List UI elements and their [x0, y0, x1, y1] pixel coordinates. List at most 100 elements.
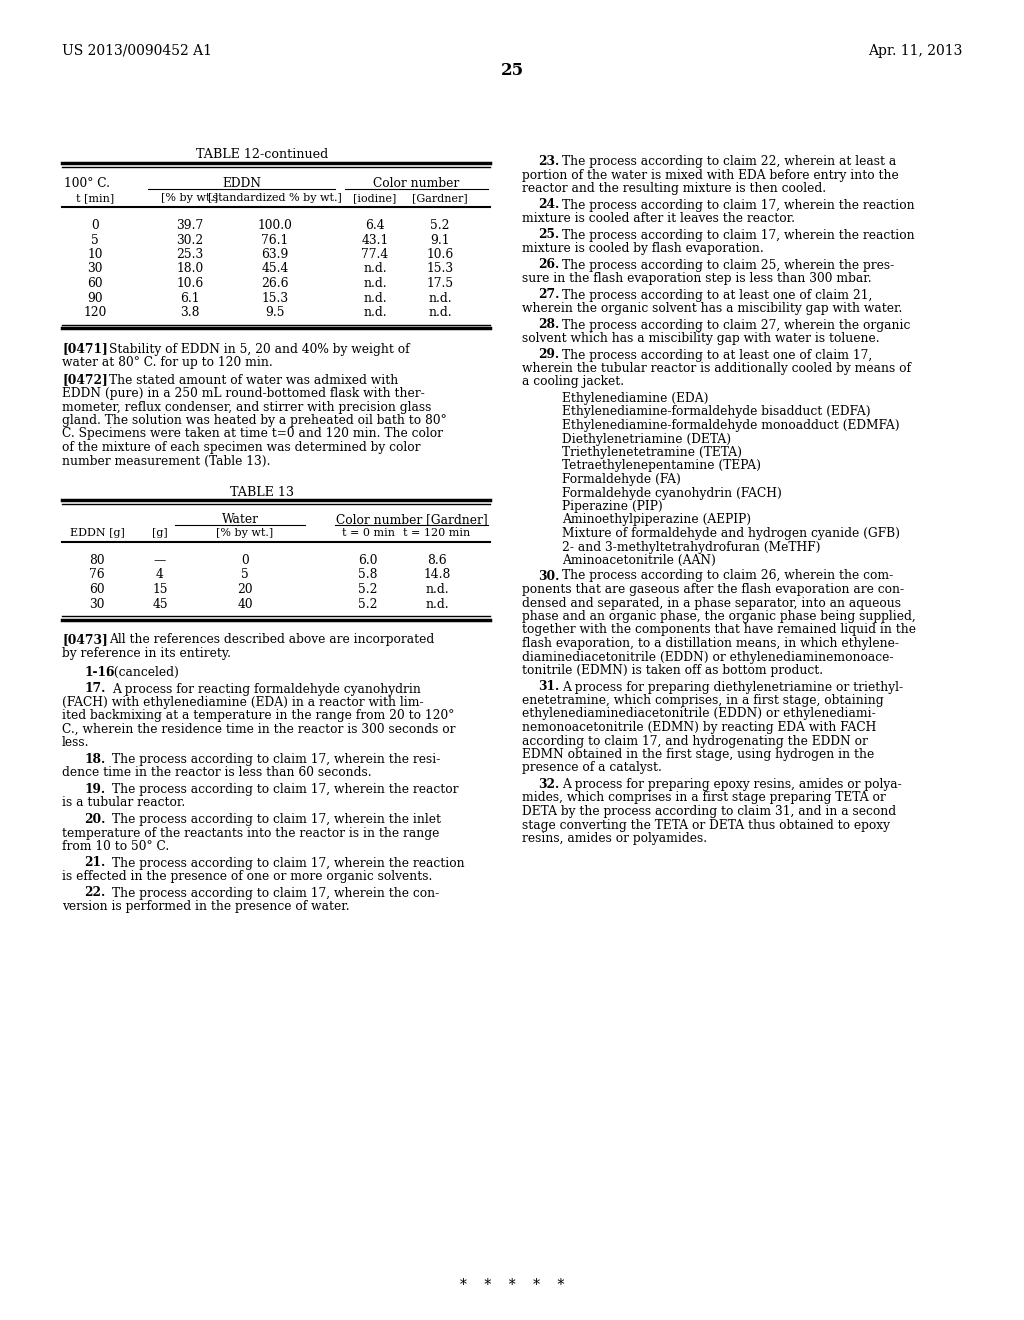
- Text: resins, amides or polyamides.: resins, amides or polyamides.: [522, 832, 708, 845]
- Text: 26.: 26.: [538, 259, 559, 272]
- Text: gland. The solution was heated by a preheated oil bath to 80°: gland. The solution was heated by a preh…: [62, 414, 446, 426]
- Text: 60: 60: [87, 277, 102, 290]
- Text: 1-16: 1-16: [84, 667, 115, 678]
- Text: [standardized % by wt.]: [standardized % by wt.]: [208, 193, 342, 203]
- Text: 32.: 32.: [538, 777, 559, 791]
- Text: t = 0 min: t = 0 min: [341, 528, 394, 539]
- Text: A process for preparing epoxy resins, amides or polya-: A process for preparing epoxy resins, am…: [562, 777, 902, 791]
- Text: 5: 5: [241, 569, 249, 582]
- Text: 43.1: 43.1: [361, 234, 389, 247]
- Text: Aminoacetonitrile (AAN): Aminoacetonitrile (AAN): [562, 554, 716, 568]
- Text: Mixture of formaldehyde and hydrogen cyanide (GFB): Mixture of formaldehyde and hydrogen cya…: [562, 527, 900, 540]
- Text: A process for reacting formaldehyde cyanohydrin: A process for reacting formaldehyde cyan…: [112, 682, 421, 696]
- Text: (FACH) with ethylenediamine (EDA) in a reactor with lim-: (FACH) with ethylenediamine (EDA) in a r…: [62, 696, 424, 709]
- Text: 6.1: 6.1: [180, 292, 200, 305]
- Text: Tetraethylenepentamine (TEPA): Tetraethylenepentamine (TEPA): [562, 459, 761, 473]
- Text: [% by wt.]: [% by wt.]: [216, 528, 273, 539]
- Text: Triethylenetetramine (TETA): Triethylenetetramine (TETA): [562, 446, 742, 459]
- Text: 10.6: 10.6: [176, 277, 204, 290]
- Text: 15: 15: [153, 583, 168, 597]
- Text: The process according to claim 27, wherein the organic: The process according to claim 27, where…: [562, 318, 910, 331]
- Text: 100.0: 100.0: [258, 219, 293, 232]
- Text: 5: 5: [91, 234, 99, 247]
- Text: 6.4: 6.4: [366, 219, 385, 232]
- Text: 60: 60: [89, 583, 104, 597]
- Text: phase and an organic phase, the organic phase being supplied,: phase and an organic phase, the organic …: [522, 610, 915, 623]
- Text: Piperazine (PIP): Piperazine (PIP): [562, 500, 663, 513]
- Text: presence of a catalyst.: presence of a catalyst.: [522, 762, 662, 775]
- Text: DETA by the process according to claim 31, and in a second: DETA by the process according to claim 3…: [522, 805, 896, 818]
- Text: 25: 25: [501, 62, 523, 79]
- Text: The process according to claim 22, wherein at least a: The process according to claim 22, where…: [562, 154, 896, 168]
- Text: 120: 120: [83, 306, 106, 319]
- Text: Ethylenediamine-formaldehyde monoadduct (EDMFA): Ethylenediamine-formaldehyde monoadduct …: [562, 418, 900, 432]
- Text: Color number [Gardner]: Color number [Gardner]: [336, 513, 487, 525]
- Text: The process according to claim 17, wherein the con-: The process according to claim 17, where…: [112, 887, 439, 899]
- Text: 28.: 28.: [538, 318, 559, 331]
- Text: Ethylenediamine-formaldehyde bisadduct (EDFA): Ethylenediamine-formaldehyde bisadduct (…: [562, 405, 870, 418]
- Text: version is performed in the presence of water.: version is performed in the presence of …: [62, 900, 349, 913]
- Text: 26.6: 26.6: [261, 277, 289, 290]
- Text: flash evaporation, to a distillation means, in which ethylene-: flash evaporation, to a distillation mea…: [522, 638, 899, 649]
- Text: Formaldehyde cyanohydrin (FACH): Formaldehyde cyanohydrin (FACH): [562, 487, 782, 499]
- Text: 5.2: 5.2: [358, 598, 378, 610]
- Text: EDMN obtained in the first stage, using hydrogen in the: EDMN obtained in the first stage, using …: [522, 748, 874, 762]
- Text: 5.8: 5.8: [358, 569, 378, 582]
- Text: 18.0: 18.0: [176, 263, 204, 276]
- Text: Water: Water: [221, 513, 258, 525]
- Text: 0: 0: [91, 219, 99, 232]
- Text: ethylenediaminediacetonitrile (EDDN) or ethylenediami-: ethylenediaminediacetonitrile (EDDN) or …: [522, 708, 876, 721]
- Text: mometer, reflux condenser, and stirrer with precision glass: mometer, reflux condenser, and stirrer w…: [62, 400, 431, 413]
- Text: 27.: 27.: [538, 289, 559, 301]
- Text: n.d.: n.d.: [428, 306, 452, 319]
- Text: portion of the water is mixed with EDA before entry into the: portion of the water is mixed with EDA b…: [522, 169, 899, 181]
- Text: 40: 40: [238, 598, 253, 610]
- Text: 76: 76: [89, 569, 104, 582]
- Text: 6.0: 6.0: [358, 554, 378, 568]
- Text: 15.3: 15.3: [261, 292, 289, 305]
- Text: 25.3: 25.3: [176, 248, 204, 261]
- Text: 23.: 23.: [538, 154, 559, 168]
- Text: 63.9: 63.9: [261, 248, 289, 261]
- Text: TABLE 13: TABLE 13: [230, 486, 294, 499]
- Text: [g]: [g]: [153, 528, 168, 539]
- Text: 10: 10: [87, 248, 102, 261]
- Text: dence time in the reactor is less than 60 seconds.: dence time in the reactor is less than 6…: [62, 767, 372, 780]
- Text: n.d.: n.d.: [364, 306, 387, 319]
- Text: stage converting the TETA or DETA thus obtained to epoxy: stage converting the TETA or DETA thus o…: [522, 818, 890, 832]
- Text: 15.3: 15.3: [426, 263, 454, 276]
- Text: The process according to claim 17, wherein the reactor: The process according to claim 17, where…: [112, 783, 459, 796]
- Text: by reference in its entirety.: by reference in its entirety.: [62, 647, 231, 660]
- Text: 76.1: 76.1: [261, 234, 289, 247]
- Text: 21.: 21.: [84, 857, 105, 870]
- Text: 19.: 19.: [84, 783, 105, 796]
- Text: 77.4: 77.4: [361, 248, 389, 261]
- Text: The process according to at least one of claim 17,: The process according to at least one of…: [562, 348, 872, 362]
- Text: The process according to claim 17, wherein the reaction: The process according to claim 17, where…: [562, 198, 914, 211]
- Text: 30.: 30.: [538, 569, 559, 582]
- Text: Aminoethylpiperazine (AEPIP): Aminoethylpiperazine (AEPIP): [562, 513, 752, 527]
- Text: EDDN (pure) in a 250 mL round-bottomed flask with ther-: EDDN (pure) in a 250 mL round-bottomed f…: [62, 387, 425, 400]
- Text: Color number: Color number: [374, 177, 460, 190]
- Text: The process according to at least one of claim 21,: The process according to at least one of…: [562, 289, 872, 301]
- Text: C., wherein the residence time in the reactor is 300 seconds or: C., wherein the residence time in the re…: [62, 723, 456, 737]
- Text: [Gardner]: [Gardner]: [412, 193, 468, 203]
- Text: 14.8: 14.8: [423, 569, 451, 582]
- Text: The process according to claim 17, wherein the inlet: The process according to claim 17, where…: [112, 813, 441, 826]
- Text: 22.: 22.: [84, 887, 105, 899]
- Text: TABLE 12-continued: TABLE 12-continued: [196, 148, 328, 161]
- Text: [% by wt.]: [% by wt.]: [162, 193, 219, 203]
- Text: [0471]: [0471]: [62, 342, 108, 355]
- Text: n.d.: n.d.: [428, 292, 452, 305]
- Text: t [min]: t [min]: [76, 193, 114, 203]
- Text: ponents that are gaseous after the flash evaporation are con-: ponents that are gaseous after the flash…: [522, 583, 904, 597]
- Text: Diethylenetriamine (DETA): Diethylenetriamine (DETA): [562, 433, 731, 446]
- Text: densed and separated, in a phase separator, into an aqueous: densed and separated, in a phase separat…: [522, 597, 901, 610]
- Text: 17.5: 17.5: [426, 277, 454, 290]
- Text: Formaldehyde (FA): Formaldehyde (FA): [562, 473, 681, 486]
- Text: [iodine]: [iodine]: [353, 193, 396, 203]
- Text: of the mixture of each specimen was determined by color: of the mixture of each specimen was dete…: [62, 441, 421, 454]
- Text: Ethylenediamine (EDA): Ethylenediamine (EDA): [562, 392, 709, 405]
- Text: according to claim 17, and hydrogenating the EDDN or: according to claim 17, and hydrogenating…: [522, 734, 868, 747]
- Text: 30.2: 30.2: [176, 234, 204, 247]
